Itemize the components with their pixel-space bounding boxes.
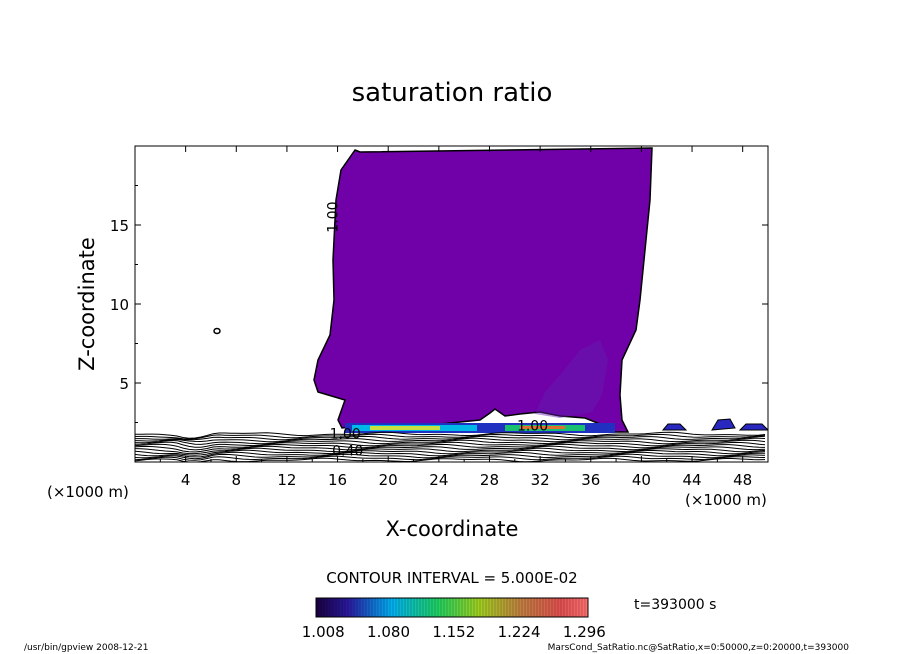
x-tick-label: 8	[232, 471, 242, 489]
ground-contour-line	[135, 433, 766, 440]
x-tick-label: 36	[581, 471, 600, 489]
x-unit-label-left: (×1000 m)	[47, 483, 129, 501]
x-tick-label: 20	[379, 471, 398, 489]
ground-contour-line	[135, 455, 766, 461]
footer-left: /usr/bin/gpview 2008-12-21	[24, 643, 148, 653]
chart-title: saturation ratio	[352, 78, 553, 108]
colorbar-stripes	[317, 598, 586, 617]
ground-contour-line	[135, 439, 766, 445]
ground-contour-line	[135, 447, 766, 455]
y-axis-label: Z-coordinate	[75, 237, 99, 371]
ground-contour-line	[135, 453, 766, 460]
x-tick-label: 48	[733, 471, 752, 489]
ground-contour-line	[135, 441, 766, 448]
ground-contours	[135, 431, 766, 462]
contour-label: 1.00	[326, 202, 342, 233]
x-tick-label: 24	[429, 471, 448, 489]
x-tick-label: 4	[181, 471, 191, 489]
band-outer	[345, 423, 615, 433]
colorbar-label: 1.008	[302, 623, 345, 641]
y-tick-label: 10	[110, 296, 129, 314]
colorbar-label: 1.152	[432, 623, 475, 641]
x-tick-label: 32	[531, 471, 550, 489]
ground-contour-line	[135, 437, 766, 443]
saturation-region	[313, 147, 653, 433]
y-tick-label: 15	[110, 217, 129, 235]
band-right-inner	[520, 426, 565, 429]
colorbar	[315, 597, 589, 618]
colorbar-label: 1.080	[367, 623, 410, 641]
x-tick-label: 28	[480, 471, 499, 489]
y-axis: 5 10 15	[110, 185, 768, 423]
contour-label: 0.40	[332, 444, 363, 460]
time-text: t=393000 s	[634, 597, 716, 613]
y-tick-label: 5	[119, 375, 129, 393]
small-region-2	[711, 418, 736, 431]
inner-plume	[535, 340, 608, 418]
colorbar-gradient	[316, 598, 588, 617]
x-axis: 4 8 12 16 20 24 28 32 36 40 44 48	[159, 146, 752, 489]
x-tick-label: 12	[277, 471, 296, 489]
x-axis-label: X-coordinate	[386, 517, 519, 541]
x-unit-label-right: (×1000 m)	[685, 491, 767, 509]
small-region-1	[661, 423, 688, 431]
colorbar-label: 1.296	[563, 623, 606, 641]
x-tick-label: 44	[682, 471, 701, 489]
band-inner	[370, 426, 440, 430]
ground-contour-line	[135, 449, 766, 456]
colorbar-label: 1.224	[498, 623, 541, 641]
ground-contour-line	[135, 443, 766, 451]
ground-contour-line	[135, 435, 766, 441]
ground-contour-line	[135, 451, 766, 458]
contour-label: 1.00	[330, 426, 361, 442]
plot-content: 1.00 1.00 1.00 0.40	[135, 147, 768, 462]
ground-contour-line	[135, 445, 766, 453]
x-tick-label: 16	[328, 471, 347, 489]
colorbar-labels: 1.008 1.080 1.152 1.224 1.296	[302, 623, 606, 641]
isolated-contour	[213, 327, 221, 335]
contour-labels: 1.00 1.00 1.00 0.40	[326, 202, 549, 460]
footer-right: MarsCond_SatRatio.nc@SatRatio,x=0:50000,…	[548, 643, 850, 653]
contour-label: 1.00	[517, 418, 548, 434]
ground-contour-line	[135, 431, 766, 439]
colorbar-frame	[315, 597, 589, 618]
x-tick-label: 40	[632, 471, 651, 489]
contour-interval-text: CONTOUR INTERVAL = 5.000E-02	[326, 569, 577, 587]
small-region-3	[738, 423, 768, 431]
